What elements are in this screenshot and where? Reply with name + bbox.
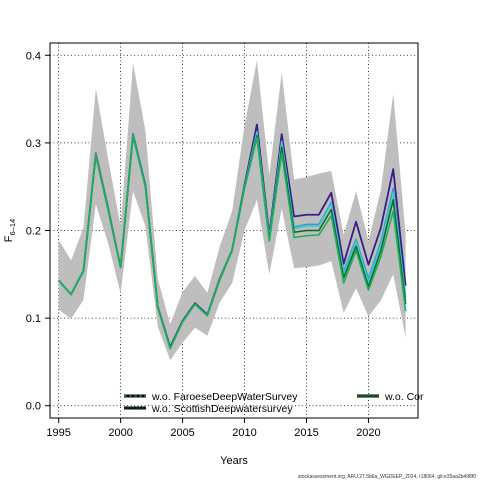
y-tick-label: 0.0 <box>26 401 41 413</box>
x-tick-label: 2005 <box>170 427 194 439</box>
y-axis-title-subscript: 6–14 <box>8 219 17 236</box>
legend-label: w.o. ScottishDeepwatersurvey <box>151 403 293 415</box>
x-tick-label: 2020 <box>356 427 380 439</box>
x-tick-label: 2000 <box>108 427 132 439</box>
legend-label: w.o. Cor <box>384 391 424 403</box>
series-line <box>58 135 407 350</box>
y-tick-label: 0.4 <box>26 50 41 62</box>
x-axis: 1995 2000 2005 2010 2015 2020 <box>46 418 381 439</box>
y-tick-label: 0.1 <box>26 313 41 325</box>
confidence-band <box>58 60 406 361</box>
series-lines <box>57 123 407 350</box>
x-tick-label: 2010 <box>232 427 256 439</box>
x-axis-title: Years <box>220 455 248 467</box>
y-axis: 0.0 0.1 0.2 0.3 0.4 <box>26 50 50 413</box>
x-tick-label: 1995 <box>46 427 70 439</box>
footer-credit: stockassessment.org, ARU.27.5b6a_WGDEEP_… <box>298 474 476 480</box>
confidence-band-area <box>58 60 406 361</box>
y-axis-title: F6–14 <box>3 219 17 242</box>
y-tick-label: 0.2 <box>26 226 41 238</box>
y-tick-label: 0.3 <box>26 138 41 150</box>
x-tick-label: 2015 <box>294 427 318 439</box>
grid-lines <box>50 43 418 418</box>
legend-label: w.o. FaroeseDeepWaterSurvey <box>151 391 298 403</box>
y-axis-title-main: F <box>3 235 15 242</box>
